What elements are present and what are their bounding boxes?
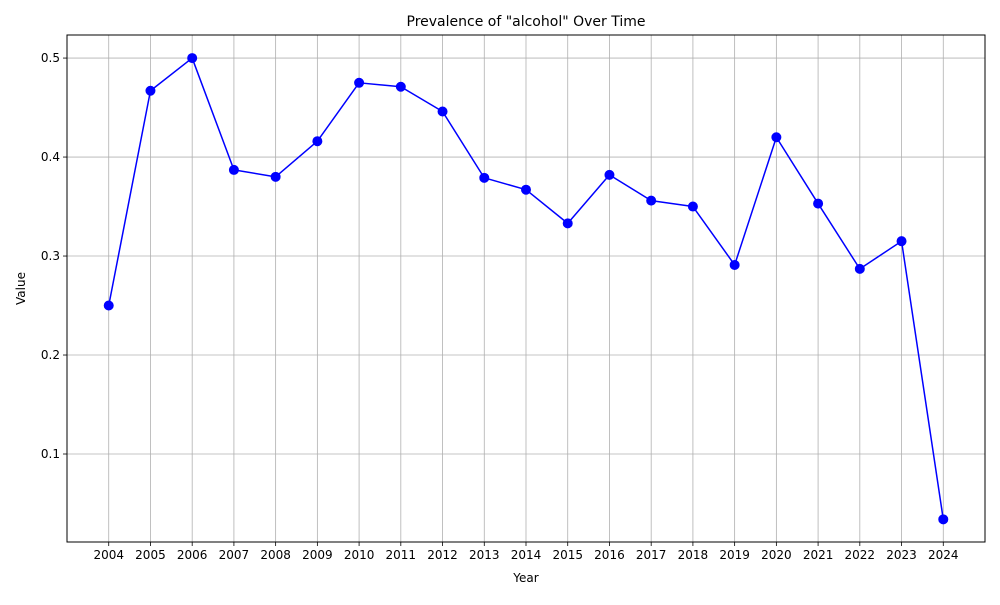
x-tick-label: 2012 [427, 548, 458, 562]
data-point [228, 164, 239, 175]
x-tick-label: 2008 [260, 548, 291, 562]
x-tick-label: 2023 [886, 548, 917, 562]
data-point [604, 169, 615, 180]
x-tick-label: 2005 [135, 548, 166, 562]
x-tick-label: 2004 [93, 548, 124, 562]
x-tick-label: 2020 [761, 548, 792, 562]
data-point [729, 259, 740, 270]
data-point [562, 218, 573, 229]
data-point [521, 184, 531, 195]
data-point [395, 81, 406, 92]
data-point [687, 201, 698, 212]
x-tick-label: 2006 [177, 548, 208, 562]
data-point [354, 77, 365, 88]
grid [67, 35, 985, 542]
y-tick-label: 0.3 [41, 249, 60, 263]
x-tick-label: 2019 [719, 548, 750, 562]
y-tick-label: 0.2 [41, 348, 60, 362]
data-point [771, 132, 782, 143]
x-tick-label: 2009 [302, 548, 333, 562]
chart-title: Prevalence of "alcohol" Over Time [407, 14, 646, 30]
x-tick-label: 2010 [344, 548, 375, 562]
x-tick-label: 2017 [636, 548, 667, 562]
y-tick-label: 0.4 [41, 150, 60, 164]
x-tick-label: 2014 [511, 548, 542, 562]
data-point [187, 53, 198, 64]
x-tick-label: 2015 [552, 548, 583, 562]
x-tick-label: 2016 [594, 548, 625, 562]
x-tick-label: 2022 [845, 548, 876, 562]
x-tick-label: 2007 [219, 548, 250, 562]
data-point [646, 195, 657, 206]
x-tick-label: 2011 [386, 548, 417, 562]
data-point [854, 263, 865, 274]
data-point [813, 198, 824, 209]
data-point [270, 171, 281, 182]
series [103, 53, 949, 525]
y-axis-title: Value [14, 272, 28, 305]
data-point [896, 236, 907, 247]
x-tick-label: 2013 [469, 548, 500, 562]
x-tick-label: 2024 [928, 548, 959, 562]
data-point [437, 106, 448, 117]
y-tick-label: 0.5 [41, 51, 60, 65]
plot-frame [66, 34, 986, 543]
data-point [312, 136, 323, 147]
x-tick-label: 2021 [803, 548, 834, 562]
data-point [103, 300, 114, 311]
data-point [145, 85, 156, 96]
y-tick-label: 0.1 [41, 447, 60, 461]
axis-ticks: 2004 2005 2006 2007 2008 2009 2010 2011 2012 2013… [41, 51, 959, 562]
data-point [938, 514, 949, 525]
x-axis-title: Year [512, 571, 538, 585]
data-point [479, 172, 490, 183]
x-tick-label: 2018 [678, 548, 709, 562]
